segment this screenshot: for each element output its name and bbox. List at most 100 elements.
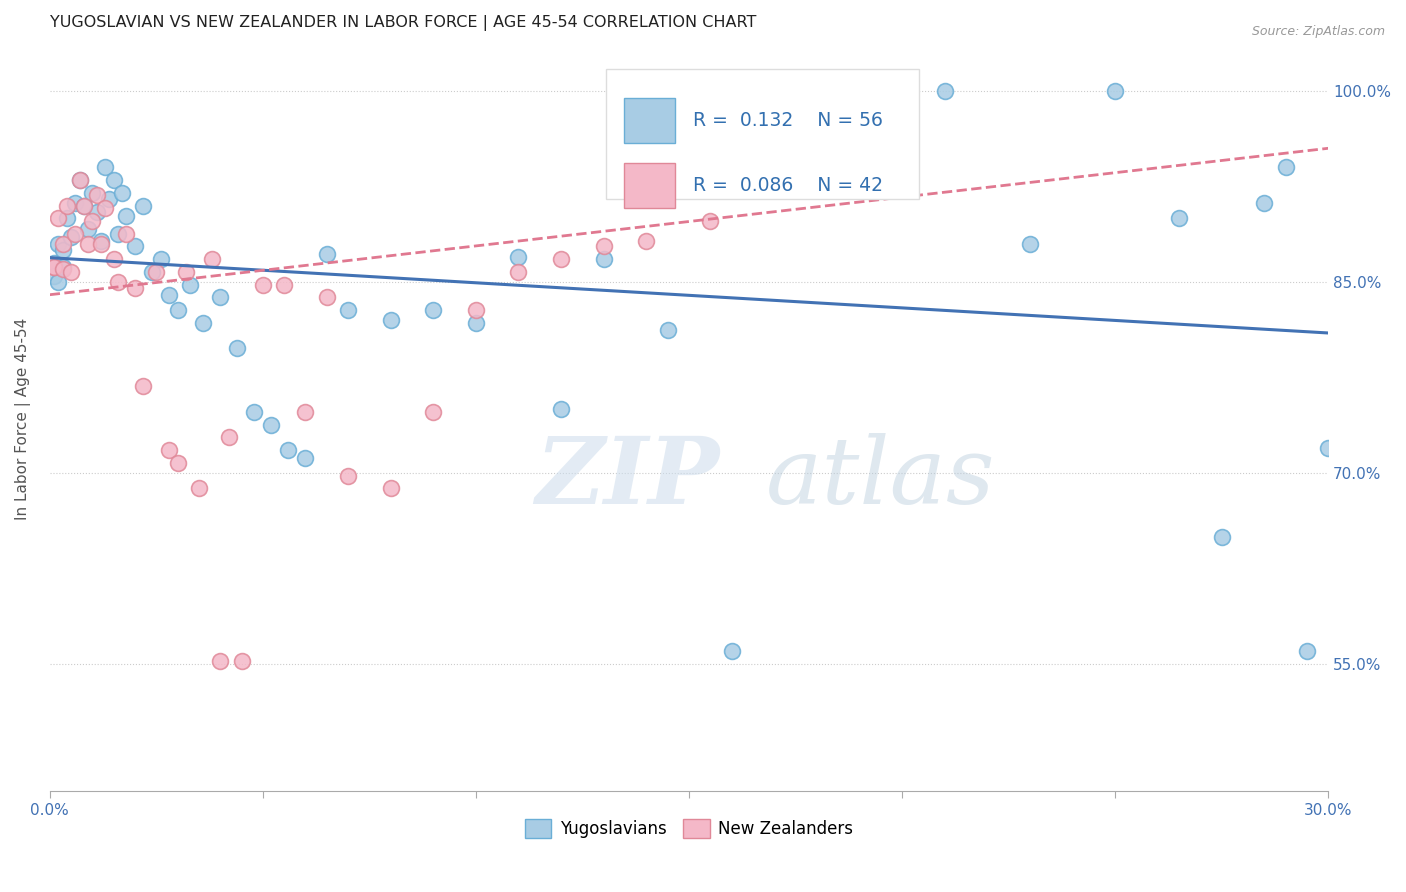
Point (1253, 196, 1275, 211)
Point (592, 252, 614, 266)
Point (166, 456, 188, 470)
Point (94, 161, 117, 175)
Point (785, 84, 807, 98)
Point (103, 252, 125, 266)
Text: Source: ZipAtlas.com: Source: ZipAtlas.com (1251, 25, 1385, 38)
Point (934, 84, 956, 98)
Point (1274, 161, 1296, 175)
Point (77, 236, 100, 251)
Point (209, 290, 232, 304)
Point (124, 281, 146, 295)
Point (231, 654, 253, 668)
Point (51, 236, 73, 251)
Point (141, 265, 163, 279)
Point (69, 173, 91, 187)
Point (550, 252, 572, 266)
Point (209, 654, 232, 668)
Point (252, 277, 274, 292)
Point (51, 260, 73, 274)
Point (56, 198, 79, 212)
Text: R =  0.086    N = 42: R = 0.086 N = 42 (693, 177, 883, 195)
Point (243, 405, 266, 419)
Point (115, 209, 138, 223)
Point (464, 316, 486, 330)
Point (720, 644, 742, 658)
Point (42, 260, 65, 274)
Point (187, 481, 209, 495)
Point (218, 430, 240, 444)
Point (98, 192, 121, 206)
Point (77, 221, 100, 235)
Point (86, 188, 108, 202)
Point (42, 256, 65, 270)
Point (103, 173, 125, 187)
Point (1168, 211, 1191, 226)
Point (65, 227, 87, 241)
Point (73, 198, 96, 212)
Point (60, 265, 83, 279)
FancyBboxPatch shape (624, 98, 675, 143)
Point (46, 236, 69, 251)
Point (422, 303, 444, 318)
Point (132, 198, 155, 212)
Point (848, 122, 870, 136)
Point (277, 443, 299, 458)
Point (273, 277, 295, 292)
Point (1104, 84, 1126, 98)
Point (380, 481, 402, 495)
Point (111, 186, 134, 200)
Point (149, 252, 172, 266)
Point (294, 405, 316, 419)
Point (42, 268, 65, 283)
Point (592, 239, 614, 253)
Point (73, 198, 96, 212)
FancyBboxPatch shape (624, 163, 675, 208)
Point (115, 227, 138, 241)
Point (145, 265, 167, 279)
Point (90, 234, 112, 248)
Point (179, 277, 201, 292)
Point (337, 303, 360, 318)
Point (1317, 441, 1340, 455)
Point (51, 262, 73, 277)
Point (82, 214, 104, 228)
Point (157, 287, 180, 301)
Point (124, 239, 146, 253)
FancyBboxPatch shape (606, 69, 920, 199)
Point (464, 303, 486, 318)
Point (94, 201, 117, 215)
Point (157, 443, 180, 458)
Point (657, 323, 679, 337)
Text: atlas: atlas (766, 434, 995, 524)
Point (508, 250, 530, 264)
Text: R =  0.132    N = 56: R = 0.132 N = 56 (693, 112, 883, 130)
Point (42, 260, 65, 274)
Point (1211, 530, 1233, 544)
Text: ZIP: ZIP (536, 434, 720, 524)
Point (132, 379, 155, 393)
Point (508, 265, 530, 279)
Point (107, 275, 129, 289)
Point (107, 227, 129, 241)
Point (337, 468, 360, 483)
Point (422, 405, 444, 419)
Point (51, 243, 73, 257)
Point (636, 234, 658, 248)
Point (550, 402, 572, 417)
Point (174, 265, 197, 279)
Point (380, 313, 402, 327)
Point (166, 303, 188, 318)
Point (65, 196, 87, 211)
Point (315, 247, 337, 261)
Point (226, 341, 249, 355)
Point (60, 230, 83, 244)
Point (315, 290, 337, 304)
Point (46, 211, 69, 226)
Text: YUGOSLAVIAN VS NEW ZEALANDER IN LABOR FORCE | AGE 45-54 CORRELATION CHART: YUGOSLAVIAN VS NEW ZEALANDER IN LABOR FO… (49, 15, 756, 31)
Point (56, 211, 79, 226)
Point (294, 450, 316, 465)
Point (201, 252, 224, 266)
Point (46, 275, 69, 289)
Point (1018, 236, 1040, 251)
Point (1295, 644, 1317, 658)
